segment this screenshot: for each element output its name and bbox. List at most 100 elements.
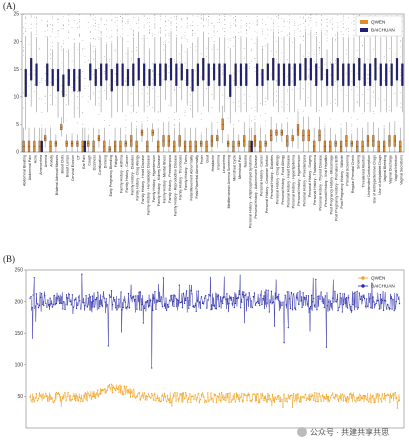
- plot-frame-a: [21, 13, 405, 153]
- data-point-qwen: [202, 396, 205, 398]
- data-point-baichuan: [173, 305, 175, 308]
- data-point-baichuan: [228, 302, 230, 305]
- data-point-qwen: [287, 394, 289, 396]
- box-outlier: [238, 37, 240, 39]
- box-outlier: [216, 22, 218, 24]
- box-outlier: [63, 43, 64, 45]
- box-outlier: [63, 16, 64, 18]
- box-outlier: [98, 26, 100, 28]
- box-outlier: [238, 120, 240, 122]
- box-outlier: [125, 14, 127, 16]
- category-label: Family History - Thrombosis: [179, 155, 183, 200]
- box-outlier: [154, 17, 156, 19]
- box-outlier: [305, 20, 306, 22]
- box-outlier: [71, 27, 73, 28]
- data-point-baichuan: [303, 296, 305, 298]
- box-outlier: [152, 88, 154, 90]
- box-outlier: [256, 21, 258, 23]
- box-outlier: [50, 104, 51, 106]
- category-label: Personal History - Autoimmune Disease: [254, 155, 258, 219]
- box-outlier: [68, 30, 70, 32]
- data-point-baichuan: [128, 307, 131, 309]
- box-outlier: [213, 30, 215, 32]
- data-point-baichuan: [363, 297, 366, 300]
- data-point-baichuan: [240, 307, 242, 309]
- data-point-qwen: [348, 397, 350, 399]
- data-point-qwen: [301, 396, 303, 398]
- box-outlier: [34, 69, 35, 71]
- box-outlier: [299, 24, 301, 25]
- box-outlier: [303, 110, 304, 112]
- data-point-baichuan: [130, 297, 133, 299]
- data-point-baichuan: [269, 302, 271, 304]
- data-point-baichuan: [38, 304, 41, 306]
- box-outlier: [399, 106, 401, 108]
- y-tick-label: 25: [13, 12, 19, 18]
- box-outlier: [120, 35, 121, 37]
- box-outlier: [154, 23, 156, 25]
- data-point-qwen: [262, 395, 264, 397]
- data-point-qwen: [30, 399, 32, 401]
- box-outlier: [159, 19, 161, 21]
- box-outlier: [254, 107, 256, 108]
- box-outlier: [281, 31, 283, 32]
- box-outlier: [281, 101, 283, 103]
- box-outlier: [79, 25, 80, 27]
- box-outlier: [173, 124, 175, 126]
- category-label: Abdominal Pain: [28, 155, 32, 180]
- box-outlier: [147, 87, 148, 88]
- box-outlier: [66, 51, 68, 53]
- data-point-qwen: [330, 396, 332, 398]
- box-outlier: [251, 60, 253, 62]
- box-outlier: [127, 23, 129, 25]
- data-point-baichuan: [75, 307, 78, 310]
- box-outlier: [329, 22, 331, 24]
- data-point-baichuan: [340, 297, 342, 299]
- data-point-baichuan: [108, 294, 111, 296]
- data-point-qwen: [283, 393, 285, 395]
- data-point-qwen: [265, 400, 267, 402]
- data-point-qwen: [395, 397, 397, 399]
- box-outlier: [211, 94, 213, 95]
- data-point-baichuan: [166, 303, 169, 306]
- box-outlier: [125, 81, 127, 82]
- data-point-baichuan: [225, 298, 227, 300]
- data-point-qwen: [322, 396, 324, 398]
- data-point-baichuan: [216, 295, 219, 297]
- data-point-qwen: [72, 395, 75, 397]
- box-outlier: [149, 30, 150, 31]
- data-point-qwen: [352, 394, 354, 397]
- box-outlier: [213, 30, 215, 32]
- data-point-baichuan: [392, 299, 394, 301]
- box-outlier: [138, 27, 140, 29]
- data-point-baichuan: [178, 284, 180, 286]
- data-point-baichuan: [306, 303, 309, 305]
- box-outlier: [281, 52, 283, 54]
- data-point-qwen: [369, 397, 371, 400]
- data-point-qwen: [171, 405, 173, 407]
- box-outlier: [23, 92, 24, 94]
- box-outlier: [133, 30, 134, 32]
- box-outlier: [125, 85, 127, 87]
- data-point-qwen: [303, 397, 305, 399]
- box-outlier: [60, 62, 62, 64]
- data-point-baichuan: [270, 290, 273, 292]
- box-outlier: [272, 19, 274, 21]
- data-point-qwen: [155, 399, 157, 402]
- data-point-qwen: [229, 392, 231, 394]
- data-point-qwen: [271, 393, 274, 396]
- box-outlier: [77, 77, 78, 79]
- box-outlier: [57, 30, 59, 31]
- box-outlier: [335, 39, 337, 40]
- data-point-qwen: [320, 400, 322, 403]
- data-point-qwen: [190, 401, 192, 404]
- box-outlier: [152, 78, 154, 80]
- box-outlier: [168, 66, 170, 68]
- box-outlier: [44, 127, 46, 129]
- box-outlier: [136, 50, 137, 51]
- box-outlier: [170, 31, 172, 32]
- box-outlier: [224, 18, 226, 20]
- box-outlier: [202, 17, 204, 19]
- box-outlier: [50, 24, 51, 26]
- box-outlier: [278, 26, 279, 27]
